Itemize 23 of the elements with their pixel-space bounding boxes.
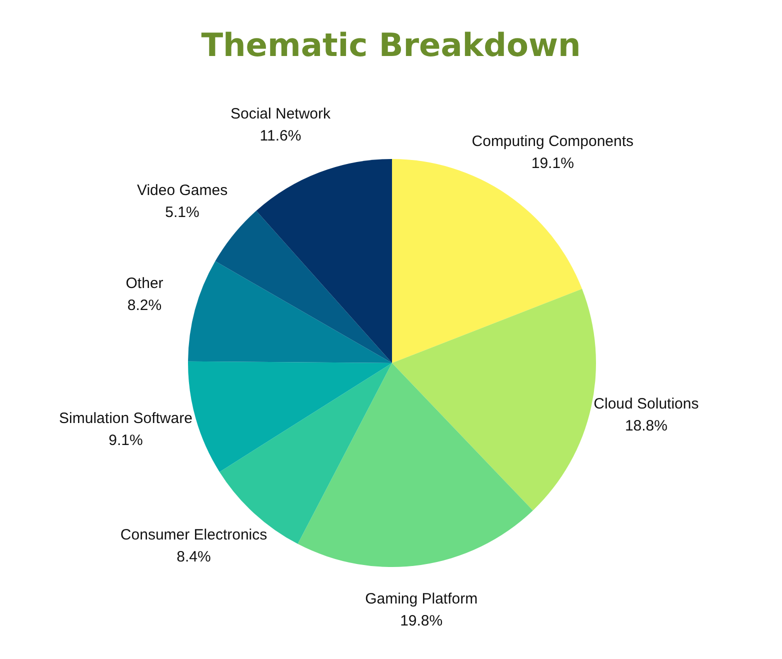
data-label: 18.8% [624, 418, 668, 435]
slice-label: Other [126, 274, 164, 292]
data-label: 5.1% [165, 204, 200, 222]
data-label: 19.1% [531, 154, 574, 172]
slice-label: Computing Components [472, 132, 634, 150]
pie-slice [215, 210, 392, 363]
slice-label: Consumer Electronics [120, 526, 268, 544]
data-label: 19.8% [400, 612, 443, 630]
data-label: 9.1% [108, 432, 143, 450]
pie-slice [298, 363, 533, 567]
slice-label: Social Network [230, 106, 332, 123]
slice-label: Cloud Solutions [594, 396, 699, 413]
slice-label: Gaming Platform [365, 590, 478, 608]
pie-slice [188, 261, 392, 363]
data-label: 11.6% [260, 128, 302, 145]
pie-slice [392, 288, 596, 510]
data-label: 8.4% [176, 548, 211, 566]
slice-label: Video Games [136, 182, 228, 200]
pie-slice [392, 159, 582, 363]
slice-label: Simulation Software [59, 410, 192, 428]
chart-title: Thematic Breakdown [201, 26, 581, 64]
data-label: 8.2% [127, 296, 162, 314]
pie-slice [256, 159, 392, 363]
